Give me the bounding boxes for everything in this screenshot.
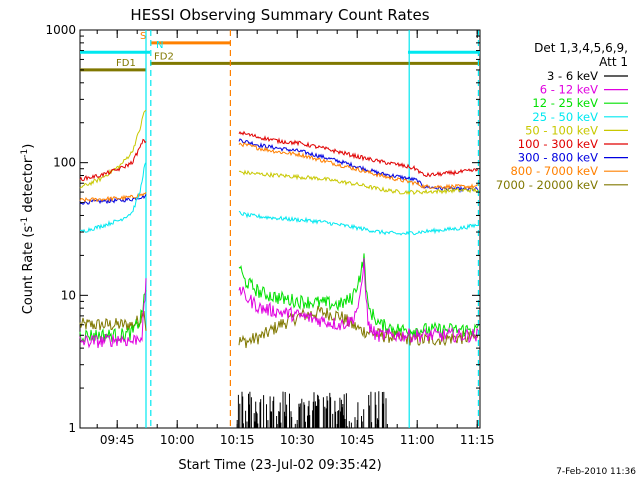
x-tick-label: 10:45 [340,433,375,447]
flag-bars: SN FD1 FD2 [80,31,480,72]
footer-timestamp: 7-Feb-2010 11:36 [556,467,636,477]
y-axis-label-mid: detector [21,157,36,217]
y-tick-label: 1 [68,421,76,435]
legend-label: 12 - 25 keV [532,96,598,110]
y-axis-label-sup1: -1 [20,217,30,226]
legend-label: 3 - 6 keV [547,69,598,83]
axes: 09:45 10:00 10:15 10:30 10:45 11:00 11:15 1 10 10… [45,23,494,447]
x-tick-label: 09:45 [100,433,135,447]
series-3-6-kev [237,391,388,428]
series-7000-20000-kev [238,305,479,349]
y-axis-label-end: ) [21,144,36,149]
vertical-markers [145,30,479,428]
flag-label-s: S [140,31,146,42]
legend-label: 7000 - 20000 keV [496,178,598,192]
x-tick-label: 10:15 [220,433,255,447]
legend-label: 100 - 300 keV [518,137,598,151]
series-800-7000-kev [238,141,479,190]
flag-label-fd1: FD1 [116,58,136,69]
legend-label: 300 - 800 keV [518,151,598,165]
legend-header-2: Att 1 [599,55,628,69]
y-tick-label: 1000 [45,23,76,37]
legend-label: 50 - 100 keV [525,123,598,137]
x-axis-label: Start Time (23-Jul-02 09:35:42) [178,458,381,473]
flag-label-fd2: FD2 [154,51,174,62]
series-100-300-kev [238,130,479,178]
series-50-100-kev [79,109,147,189]
x-tick-label: 10:30 [280,433,315,447]
legend-label: 800 - 7000 keV [510,164,598,178]
legend-label: 6 - 12 keV [540,83,598,97]
series-6-12-kev [238,258,479,344]
series-100-300-kev [79,138,147,182]
y-axis-label: Count Rate (s-1 detector-1) [20,144,36,315]
series-25-50-kev [79,162,147,233]
legend-label: 25 - 50 keV [532,110,598,124]
y-axis-label-main: Count Rate (s [21,226,36,315]
y-axis-label-sup2: -1 [20,149,30,158]
series-800-7000-kev [79,192,147,203]
x-tick-label: 11:15 [460,433,495,447]
series-25-50-kev [238,210,479,236]
series-lines [79,109,479,428]
y-tick-label: 10 [61,288,76,302]
chart-title: HESSI Observing Summary Count Rates [130,6,429,24]
x-tick-label: 11:00 [400,433,435,447]
series-12-25-kev [79,290,147,343]
series-6-12-kev [79,278,147,349]
legend-header-1: Det 1,3,4,5,6,9, [534,41,628,55]
series-12-25-kev [238,253,479,338]
series-300-800-kev [238,138,479,194]
plot-frame [79,29,481,429]
series-50-100-kev [238,169,479,196]
flag-label-n: N [156,40,163,51]
x-tick-label: 10:00 [160,433,195,447]
y-tick-label: 100 [53,156,76,170]
